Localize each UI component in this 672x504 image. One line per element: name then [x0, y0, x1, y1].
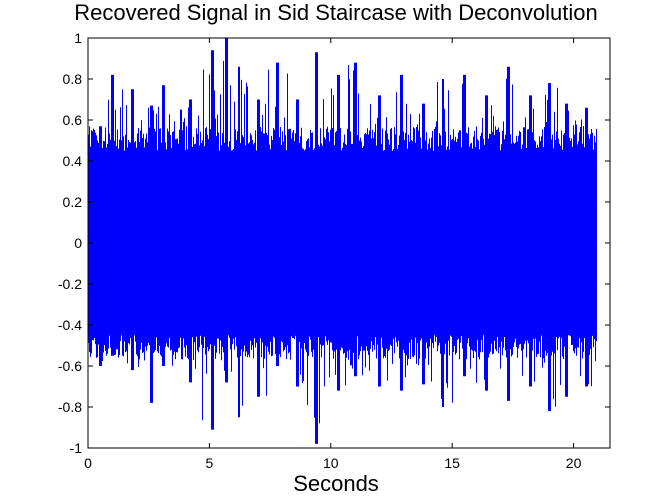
- y-tick-label: -0.2: [58, 276, 82, 292]
- y-tick-label: 0: [74, 235, 82, 251]
- x-tick-label: 0: [84, 455, 92, 471]
- y-tick-label: 1: [74, 30, 82, 46]
- x-tick-label: 5: [205, 455, 213, 471]
- y-tick-label: 0.4: [63, 153, 83, 169]
- y-tick-label: -0.6: [58, 358, 82, 374]
- y-tick-label: -0.4: [58, 317, 82, 333]
- x-tick-label: 10: [323, 455, 339, 471]
- y-tick-label: -1: [70, 440, 83, 456]
- x-axis-label: Seconds: [0, 470, 672, 498]
- x-tick-label: 15: [444, 455, 460, 471]
- x-tick-label: 20: [566, 455, 582, 471]
- y-tick-label: 0.6: [63, 112, 83, 128]
- y-tick-label: -0.8: [58, 399, 82, 415]
- y-tick-label: 0.8: [63, 71, 83, 87]
- y-tick-label: 0.2: [63, 194, 83, 210]
